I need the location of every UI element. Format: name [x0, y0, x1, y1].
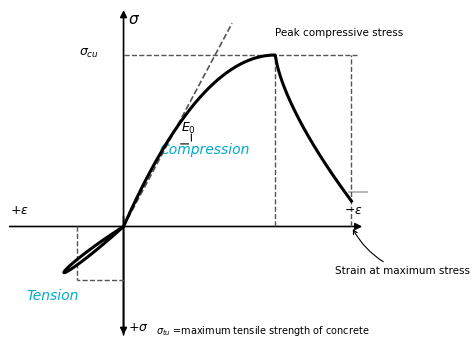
Text: $+\sigma$: $+\sigma$	[128, 322, 148, 335]
Text: Compression: Compression	[160, 143, 250, 157]
Text: Peak compressive stress: Peak compressive stress	[275, 28, 404, 38]
Text: Tension: Tension	[27, 289, 79, 303]
Text: $E_0$: $E_0$	[181, 120, 195, 136]
Text: $\sigma$: $\sigma$	[128, 12, 140, 27]
Text: $-\varepsilon$: $-\varepsilon$	[344, 204, 362, 217]
Text: $\sigma_{tu}$ =maximum tensile strength of concrete: $\sigma_{tu}$ =maximum tensile strength …	[156, 324, 370, 338]
Text: Strain at maximum stress: Strain at maximum stress	[335, 230, 470, 276]
Text: $+\varepsilon$: $+\varepsilon$	[9, 204, 28, 217]
Text: $\sigma_{cu}$: $\sigma_{cu}$	[79, 47, 99, 60]
